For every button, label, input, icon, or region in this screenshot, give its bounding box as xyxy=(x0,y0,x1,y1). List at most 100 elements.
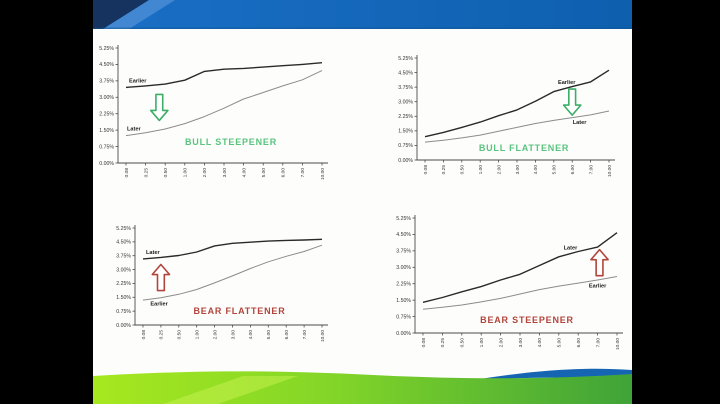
y-tick-label: 1.50% xyxy=(116,295,131,301)
chart-title: BEAR FLATTENER xyxy=(193,306,285,316)
x-tick-label: 0.50 xyxy=(460,165,466,175)
down-arrow-icon xyxy=(149,93,169,122)
x-tick-label: 0.08 xyxy=(124,168,130,178)
y-tick-label: 3.75% xyxy=(99,79,114,85)
y-tick-label: 2.25% xyxy=(99,112,114,118)
x-tick-label: 4.00 xyxy=(537,338,543,348)
y-tick-label: 3.00% xyxy=(398,100,413,106)
y-tick-label: 0.75% xyxy=(396,314,411,320)
slide: 5.25% 4.50% 3.75% 3.00% 2.25% 1.50% 0.75% 0.00%… xyxy=(93,0,632,404)
x-tick-label: 6.00 xyxy=(576,338,582,348)
chart-title: BEAR STEEPENER xyxy=(480,315,574,325)
x-tick-label: 0.25 xyxy=(143,168,149,178)
x-tick-label: 7.00 xyxy=(302,330,308,340)
chart-bear-steepener: 5.25% 4.50% 3.75% 3.00% 2.25% 1.50% 0.75% 0.00%… xyxy=(396,215,623,350)
x-tick-label: 6.00 xyxy=(570,165,576,175)
x-tick-label: 4.00 xyxy=(241,168,247,178)
bottom-band-blue-wave xyxy=(473,368,632,382)
y-tick-label: 4.50% xyxy=(116,240,131,246)
y-tick-label: 0.75% xyxy=(116,309,131,315)
y-tick-label: 4.50% xyxy=(396,232,411,238)
charts-canvas: 5.25% 4.50% 3.75% 3.00% 2.25% 1.50% 0.75% 0.00%… xyxy=(99,45,623,350)
x-tick-label: 2.00 xyxy=(496,165,502,175)
letterbox-left xyxy=(0,0,93,404)
series-line-earlier xyxy=(424,69,610,138)
y-tick-label: 0.00% xyxy=(116,323,131,329)
x-tick-label: 1.00 xyxy=(195,330,201,340)
y-tick-label: 5.25% xyxy=(116,226,131,232)
up-arrow-icon xyxy=(590,248,609,277)
x-tick-label: 0.08 xyxy=(141,330,147,340)
top-band xyxy=(93,0,632,29)
series-label-earlier: Earlier xyxy=(558,80,576,86)
x-tick-label: 2.00 xyxy=(202,168,208,178)
x-tick-label: 3.00 xyxy=(518,338,524,348)
y-tick-label: 2.25% xyxy=(396,282,411,288)
y-tick-label: 2.25% xyxy=(398,114,413,120)
series-label-later: Later xyxy=(564,246,579,252)
x-tick-label: 10.00 xyxy=(607,165,613,177)
x-tick-label: 7.00 xyxy=(588,165,594,175)
y-tick-label: 0.00% xyxy=(99,161,114,167)
x-tick-label: 0.50 xyxy=(177,330,183,340)
top-band-light-stripe xyxy=(103,0,175,29)
y-tick-label: 1.50% xyxy=(398,129,413,135)
chart-title: BULL STEEPENER xyxy=(185,137,277,147)
y-tick-label: 0.00% xyxy=(396,331,411,337)
y-tick-label: 4.50% xyxy=(99,62,114,68)
top-band-edge xyxy=(93,27,632,29)
series-label-later: Later xyxy=(127,126,142,132)
x-tick-label: 2.00 xyxy=(212,330,218,340)
x-tick-label: 3.00 xyxy=(230,330,236,340)
x-tick-label: 4.00 xyxy=(533,165,539,175)
y-tick-label: 3.75% xyxy=(396,249,411,255)
y-tick-label: 3.00% xyxy=(99,95,114,101)
chart-bear-flattener: 5.25% 4.50% 3.75% 3.00% 2.25% 1.50% 0.75% 0.00%… xyxy=(116,225,328,342)
x-tick-label: 3.00 xyxy=(515,165,521,175)
y-tick-label: 3.00% xyxy=(396,265,411,271)
y-tick-label: 3.75% xyxy=(116,254,131,260)
up-arrow-icon xyxy=(151,263,171,292)
x-tick-label: 7.00 xyxy=(595,338,601,348)
x-tick-label: 0.50 xyxy=(460,338,466,348)
x-tick-label: 0.25 xyxy=(440,338,446,348)
series-line-later xyxy=(142,238,323,260)
y-tick-label: 3.75% xyxy=(398,85,413,91)
y-tick-label: 4.50% xyxy=(398,70,413,76)
x-tick-label: 1.00 xyxy=(479,338,485,348)
series-label-later: Later xyxy=(146,250,161,256)
y-tick-label: 3.00% xyxy=(116,267,131,273)
y-tick-label: 0.75% xyxy=(398,143,413,149)
letterbox-right xyxy=(632,0,720,404)
series-label-later: Later xyxy=(573,120,588,126)
x-tick-label: 5.00 xyxy=(266,330,272,340)
x-tick-label: 1.00 xyxy=(183,168,189,178)
x-tick-label: 7.00 xyxy=(300,168,306,178)
y-tick-label: 5.25% xyxy=(99,46,114,52)
series-line-earlier xyxy=(125,62,323,89)
x-tick-label: 10.00 xyxy=(320,168,326,180)
series-label-earlier: Earlier xyxy=(150,301,168,307)
x-tick-label: 1.00 xyxy=(478,165,484,175)
x-tick-label: 5.00 xyxy=(557,338,563,348)
y-tick-label: 2.25% xyxy=(116,281,131,287)
x-tick-label: 5.00 xyxy=(261,168,267,178)
series-label-earlier: Earlier xyxy=(589,283,607,289)
y-tick-label: 5.25% xyxy=(396,216,411,222)
y-tick-label: 0.00% xyxy=(398,158,413,164)
down-arrow-icon xyxy=(562,88,582,116)
x-tick-label: 4.00 xyxy=(248,330,254,340)
x-tick-label: 10.00 xyxy=(615,338,621,350)
x-tick-label: 6.00 xyxy=(284,330,290,340)
top-band-fill xyxy=(93,0,632,29)
series-line-later xyxy=(125,70,323,137)
bottom-band-light-stripe xyxy=(163,376,298,404)
x-tick-label: 0.08 xyxy=(421,338,427,348)
chart-bull-flattener: 5.25% 4.50% 3.75% 3.00% 2.25% 1.50% 0.75% 0.00%… xyxy=(398,55,615,177)
chart-title: BULL FLATTENER xyxy=(479,143,569,153)
y-tick-label: 1.50% xyxy=(396,298,411,304)
x-tick-label: 5.00 xyxy=(552,165,558,175)
x-tick-label: 0.08 xyxy=(423,165,429,175)
y-tick-label: 1.50% xyxy=(99,128,114,134)
bottom-band xyxy=(93,368,632,404)
